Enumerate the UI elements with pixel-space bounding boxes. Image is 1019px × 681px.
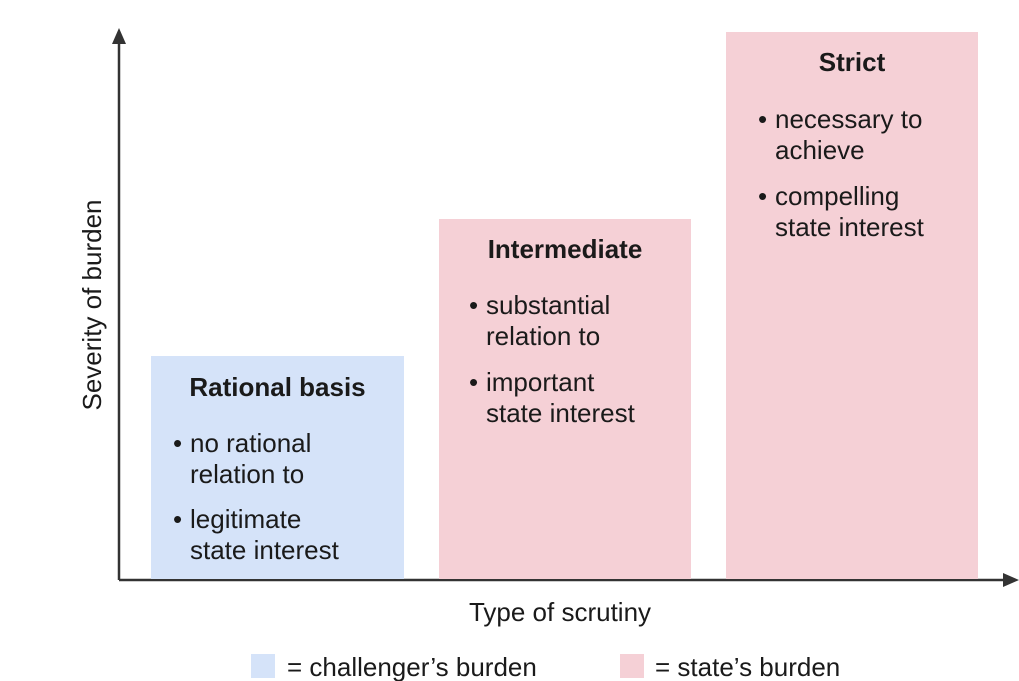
bullet-item: • legitimate state interest [173,504,339,566]
bullet-line: substantial [486,290,611,320]
bullet-item: • no rational relation to [173,428,312,490]
bullet-line: state interest [486,398,635,428]
bullet-line: legitimate [190,504,302,534]
x-axis-arrow [1003,573,1019,587]
bullet-line: achieve [775,135,865,165]
bullet-item: • compelling state interest [758,181,924,243]
bullet-line: compelling [775,181,900,211]
bullet-line: important [486,367,595,397]
strict-box: Strict • necessary to achieve • compelli… [726,32,978,579]
bullet-line: relation to [486,321,601,351]
bullet-line: no rational [190,428,312,458]
bullet-dot: • [469,290,479,320]
bullet-dot: • [758,104,768,134]
bullet-line: state interest [775,212,924,242]
x-axis-label: Type of scrutiny [468,597,652,627]
bullet-dot: • [173,428,183,458]
bullet-item: • important state interest [469,367,635,429]
rational-basis-box: Rational basis • no rational relation to… [151,356,404,579]
box-title: Intermediate [487,234,643,264]
bullet-dot: • [173,504,183,534]
bullet-dot: • [758,181,768,211]
bullet-item: • substantial relation to [469,290,611,352]
box-title: Rational basis [189,372,366,402]
legend-swatch-state [620,654,644,678]
y-axis-arrow [112,28,126,44]
legend-label-state: = state’s burden [655,652,841,681]
bullet-dot: • [469,367,479,397]
intermediate-box: Intermediate • substantial relation to •… [439,219,691,579]
box-title: Strict [818,47,886,77]
bullet-line: relation to [190,459,305,489]
bullet-line: state interest [190,535,339,565]
legend-label-challenger: = challenger’s burden [287,652,537,681]
bullet-line: necessary to [775,104,923,134]
legend-swatch-challenger [251,654,275,678]
y-axis-label: Severity of burden [77,199,107,411]
bullet-item: • necessary to achieve [758,104,923,166]
